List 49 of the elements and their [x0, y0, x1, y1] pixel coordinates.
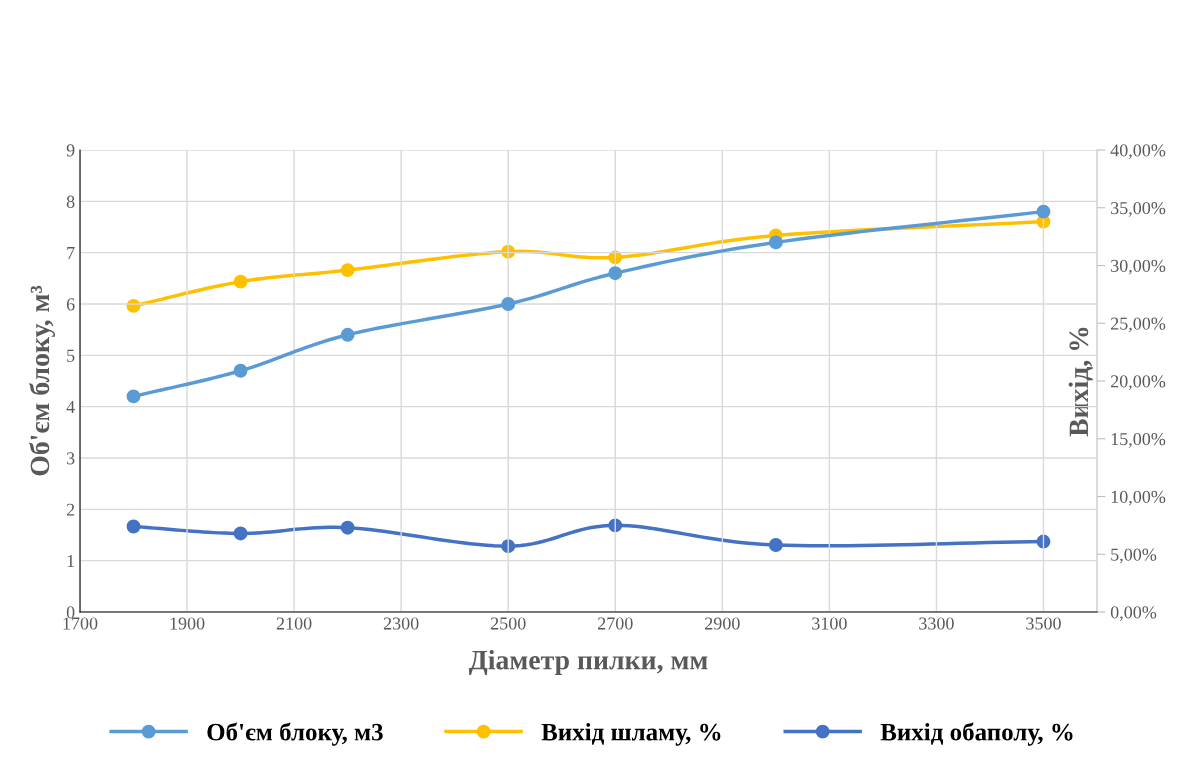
x-tick-label: 3500	[1026, 617, 1061, 630]
x-tick-label: 2500	[490, 617, 526, 630]
point	[340, 327, 355, 342]
point	[768, 235, 783, 250]
y-tick-label: 3	[66, 452, 75, 465]
point	[340, 263, 355, 278]
y2-tick-label: 10,00%	[1111, 490, 1166, 506]
x-tick-label: 2700	[598, 617, 633, 630]
y-tick-label: 0	[66, 606, 75, 619]
y-tick-label: 1	[67, 555, 75, 567]
point	[608, 266, 623, 281]
y-axis-title: Об'єм блоку, м³	[29, 285, 55, 476]
point	[233, 274, 248, 289]
legend-label: Вихід обаполу, %	[880, 722, 1073, 746]
x-tick-label: 1700	[63, 617, 98, 630]
legend-label: Вихід шламу, %	[541, 723, 721, 746]
y2-tick-label: 30,00%	[1111, 259, 1166, 275]
x-tick-label: 3300	[919, 617, 954, 630]
y-tick-label: 5	[67, 349, 75, 362]
point	[768, 538, 783, 552]
y-tick-label: 7	[67, 247, 75, 259]
y-tick-label: 6	[66, 298, 75, 311]
point	[501, 539, 516, 554]
y2-tick-label: 25,00%	[1110, 317, 1166, 333]
y2-tick-label: 0,00%	[1110, 606, 1157, 622]
y-tick-label: 8	[66, 195, 75, 208]
y2-tick-label: 15,00%	[1111, 433, 1166, 448]
x-tick-label: 2300	[383, 617, 419, 630]
point	[340, 520, 355, 535]
y-tick-label: 2	[66, 503, 75, 516]
x-tick-label: 2100	[276, 617, 312, 630]
x-tick-label: 1900	[170, 617, 205, 630]
y2-tick-label: 20,00%	[1110, 375, 1166, 391]
y2-tick-label: 5,00%	[1111, 548, 1157, 564]
x-axis-title: Діаметр пилки, мм	[468, 649, 708, 676]
y2-axis-title: Вихід, %	[1068, 327, 1093, 437]
point	[233, 363, 248, 378]
y-tick-label: 9	[66, 144, 75, 157]
point	[501, 297, 516, 311]
legend-label: Об'єм блоку, м3	[207, 722, 383, 746]
y-tick-label: 4	[66, 401, 75, 413]
point	[126, 519, 141, 534]
point	[1036, 204, 1051, 219]
y2-tick-label: 40,00%	[1110, 144, 1166, 160]
y2-tick-label: 35,00%	[1111, 202, 1166, 217]
x-tick-label: 2900	[705, 617, 740, 630]
point	[233, 526, 248, 541]
x-tick-label: 3100	[812, 617, 847, 630]
point	[126, 389, 141, 404]
